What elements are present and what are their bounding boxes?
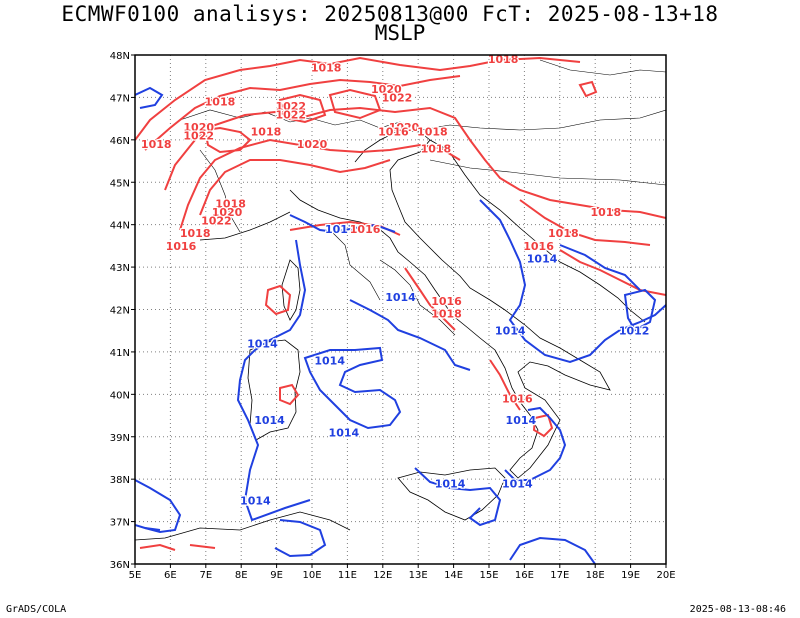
isobar-label-1022: 1022	[382, 91, 413, 104]
isobar-label-1016: 1016	[378, 125, 409, 138]
isobar-label-1014: 1014	[329, 427, 360, 440]
isobar-label-1020: 1020	[371, 83, 402, 96]
isobar-label-1014: 1014	[502, 477, 533, 490]
map-subtitle: MSLP	[374, 21, 426, 45]
isobar-label-1014: 1014	[435, 477, 466, 490]
isobar-label-1018: 1018	[431, 308, 462, 321]
isobar-label-1017: 1017	[325, 223, 356, 236]
lat-tick-label: 36N	[110, 560, 130, 571]
sardinia-coast	[247, 339, 301, 441]
isobar-label-1016: 1016	[431, 295, 462, 308]
lat-tick-label: 45N	[110, 178, 130, 189]
isobar-label-1014: 1014	[527, 253, 558, 266]
isobar-label-1020: 1020	[183, 121, 214, 134]
lon-tick-label: 13E	[409, 570, 428, 581]
sicily-coast	[397, 467, 506, 521]
isobar-label-1022: 1022	[183, 130, 214, 143]
isobar-label-1018: 1018	[548, 227, 579, 240]
isobar-label-1014: 1014	[247, 337, 278, 350]
isobar-label-1016: 1016	[166, 240, 197, 253]
france-coast	[199, 211, 291, 241]
lon-tick-label: 9E	[270, 570, 283, 581]
isobar-label-1018: 1018	[488, 53, 519, 66]
lon-tick-label: 5E	[129, 570, 142, 581]
lon-tick-label: 15E	[479, 570, 498, 581]
isobar-label-1018: 1018	[251, 125, 282, 138]
map-title: ECMWF0100 analisys: 20250813@00 FcT: 202…	[61, 2, 719, 26]
isobar-label-1018: 1018	[311, 62, 342, 75]
footer-timestamp: 2025-08-13-08:46	[689, 604, 786, 615]
isobar-label-1012: 1012	[619, 325, 650, 338]
lon-tick-label: 16E	[515, 570, 534, 581]
lat-tick-label: 37N	[110, 518, 130, 529]
coastlines	[135, 129, 646, 541]
isobar-label-1020: 1020	[389, 121, 420, 134]
isobar-label-1022: 1022	[275, 100, 306, 113]
lat-tick-label: 47N	[110, 93, 130, 104]
axis-ticks: 5E 6E 7E 8E 9E 10E 11E 12E 13E 14E 15E 16E 17E 18E 19E…	[110, 51, 676, 581]
isobar-label-1020: 1020	[297, 138, 328, 151]
lon-tick-label: 20E	[656, 570, 675, 581]
lon-tick-label: 6E	[164, 570, 177, 581]
africa-coast	[135, 511, 351, 541]
isobar-label-1020: 1020	[212, 206, 243, 219]
isobar-label-1014: 1014	[495, 325, 526, 338]
lat-tick-label: 42N	[110, 306, 130, 317]
isobar-label-1014: 1014	[506, 414, 537, 427]
isobar-label-1014: 1014	[385, 291, 416, 304]
low-pressure-contours	[135, 86, 666, 564]
isobar-label-1018: 1018	[215, 197, 246, 210]
footer-credit: GrADS/COLA	[6, 604, 67, 615]
isobar-label-1022: 1022	[201, 214, 232, 227]
lat-tick-label: 43N	[110, 263, 130, 274]
lat-tick-label: 38N	[110, 475, 130, 486]
italy-peninsula-coast	[289, 129, 611, 479]
isobar-label-1018: 1018	[205, 96, 236, 109]
lon-tick-label: 11E	[338, 570, 357, 581]
isobar-label-1016: 1016	[523, 240, 554, 253]
lon-tick-label: 10E	[302, 570, 321, 581]
isobar-label-1014: 1014	[240, 494, 271, 507]
lat-tick-label: 46N	[110, 136, 130, 147]
isobar-label-1016: 1016	[502, 393, 533, 406]
isobar-label-1018: 1018	[180, 227, 211, 240]
isobar-label-1014: 1014	[314, 354, 345, 367]
lon-tick-label: 17E	[550, 570, 569, 581]
isobar-label-1018: 1018	[591, 206, 622, 219]
lat-tick-label: 40N	[110, 390, 130, 401]
isobar-label-1018: 1018	[417, 125, 448, 138]
lat-lon-grid	[135, 55, 666, 564]
isobar-label-1014: 1014	[254, 414, 285, 427]
lat-tick-label: 39N	[110, 433, 130, 444]
lat-tick-label: 41N	[110, 348, 130, 359]
lon-tick-label: 18E	[586, 570, 605, 581]
lat-tick-label: 48N	[110, 51, 130, 62]
isobar-label-1018: 1018	[141, 138, 172, 151]
lon-tick-label: 8E	[235, 570, 248, 581]
lon-tick-label: 14E	[444, 570, 463, 581]
isobar-label-1016: 1016	[350, 223, 381, 236]
isobar-label-1022: 1022	[275, 108, 306, 121]
isobar-label-1018: 1018	[421, 142, 452, 155]
lon-tick-label: 19E	[621, 570, 640, 581]
lon-tick-label: 7E	[199, 570, 212, 581]
adriatic-east-coast	[429, 139, 646, 323]
lon-tick-label: 12E	[373, 570, 392, 581]
lat-tick-label: 44N	[110, 221, 130, 232]
